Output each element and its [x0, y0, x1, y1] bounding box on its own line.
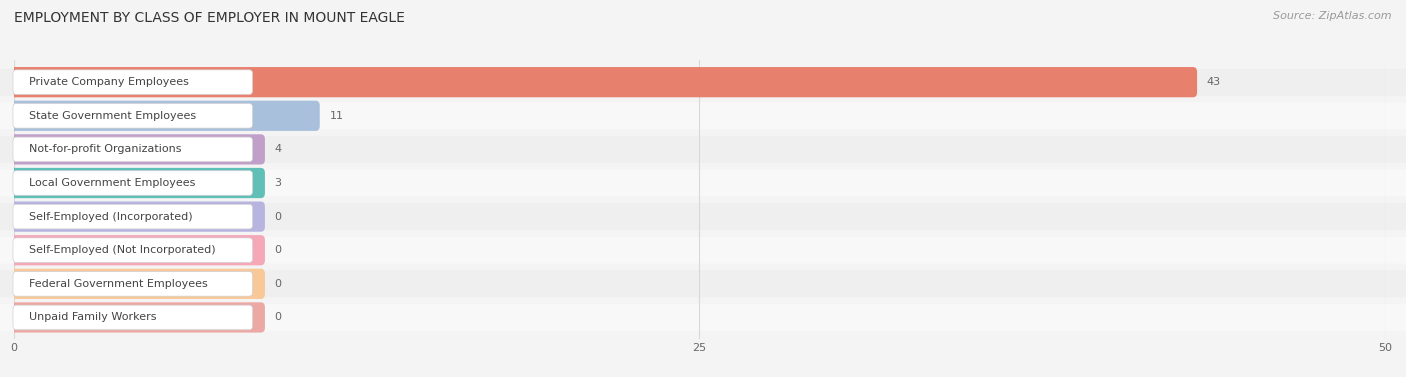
- Text: 11: 11: [329, 111, 343, 121]
- FancyBboxPatch shape: [0, 136, 1406, 163]
- FancyBboxPatch shape: [13, 137, 253, 162]
- FancyBboxPatch shape: [0, 102, 1406, 129]
- FancyBboxPatch shape: [13, 103, 253, 128]
- FancyBboxPatch shape: [0, 69, 1406, 96]
- Text: Federal Government Employees: Federal Government Employees: [30, 279, 208, 289]
- Text: 4: 4: [274, 144, 281, 155]
- FancyBboxPatch shape: [10, 134, 264, 164]
- FancyBboxPatch shape: [0, 170, 1406, 196]
- FancyBboxPatch shape: [10, 269, 264, 299]
- FancyBboxPatch shape: [0, 304, 1406, 331]
- FancyBboxPatch shape: [10, 67, 1197, 97]
- FancyBboxPatch shape: [13, 204, 253, 229]
- Text: Self-Employed (Incorporated): Self-Employed (Incorporated): [30, 211, 193, 222]
- Text: EMPLOYMENT BY CLASS OF EMPLOYER IN MOUNT EAGLE: EMPLOYMENT BY CLASS OF EMPLOYER IN MOUNT…: [14, 11, 405, 25]
- FancyBboxPatch shape: [10, 101, 319, 131]
- Text: Self-Employed (Not Incorporated): Self-Employed (Not Incorporated): [30, 245, 215, 255]
- Text: 0: 0: [274, 313, 281, 322]
- FancyBboxPatch shape: [13, 305, 253, 330]
- Text: State Government Employees: State Government Employees: [30, 111, 197, 121]
- FancyBboxPatch shape: [10, 235, 264, 265]
- FancyBboxPatch shape: [0, 270, 1406, 297]
- FancyBboxPatch shape: [13, 238, 253, 262]
- Text: Private Company Employees: Private Company Employees: [30, 77, 188, 87]
- FancyBboxPatch shape: [0, 237, 1406, 264]
- FancyBboxPatch shape: [13, 171, 253, 195]
- FancyBboxPatch shape: [13, 271, 253, 296]
- FancyBboxPatch shape: [10, 201, 264, 232]
- Text: 0: 0: [274, 279, 281, 289]
- FancyBboxPatch shape: [0, 203, 1406, 230]
- FancyBboxPatch shape: [13, 70, 253, 95]
- Text: 3: 3: [274, 178, 281, 188]
- Text: Not-for-profit Organizations: Not-for-profit Organizations: [30, 144, 181, 155]
- FancyBboxPatch shape: [10, 302, 264, 333]
- Text: Source: ZipAtlas.com: Source: ZipAtlas.com: [1274, 11, 1392, 21]
- Text: 0: 0: [274, 211, 281, 222]
- Text: 0: 0: [274, 245, 281, 255]
- Text: Unpaid Family Workers: Unpaid Family Workers: [30, 313, 156, 322]
- Text: 43: 43: [1206, 77, 1220, 87]
- FancyBboxPatch shape: [10, 168, 264, 198]
- Text: Local Government Employees: Local Government Employees: [30, 178, 195, 188]
